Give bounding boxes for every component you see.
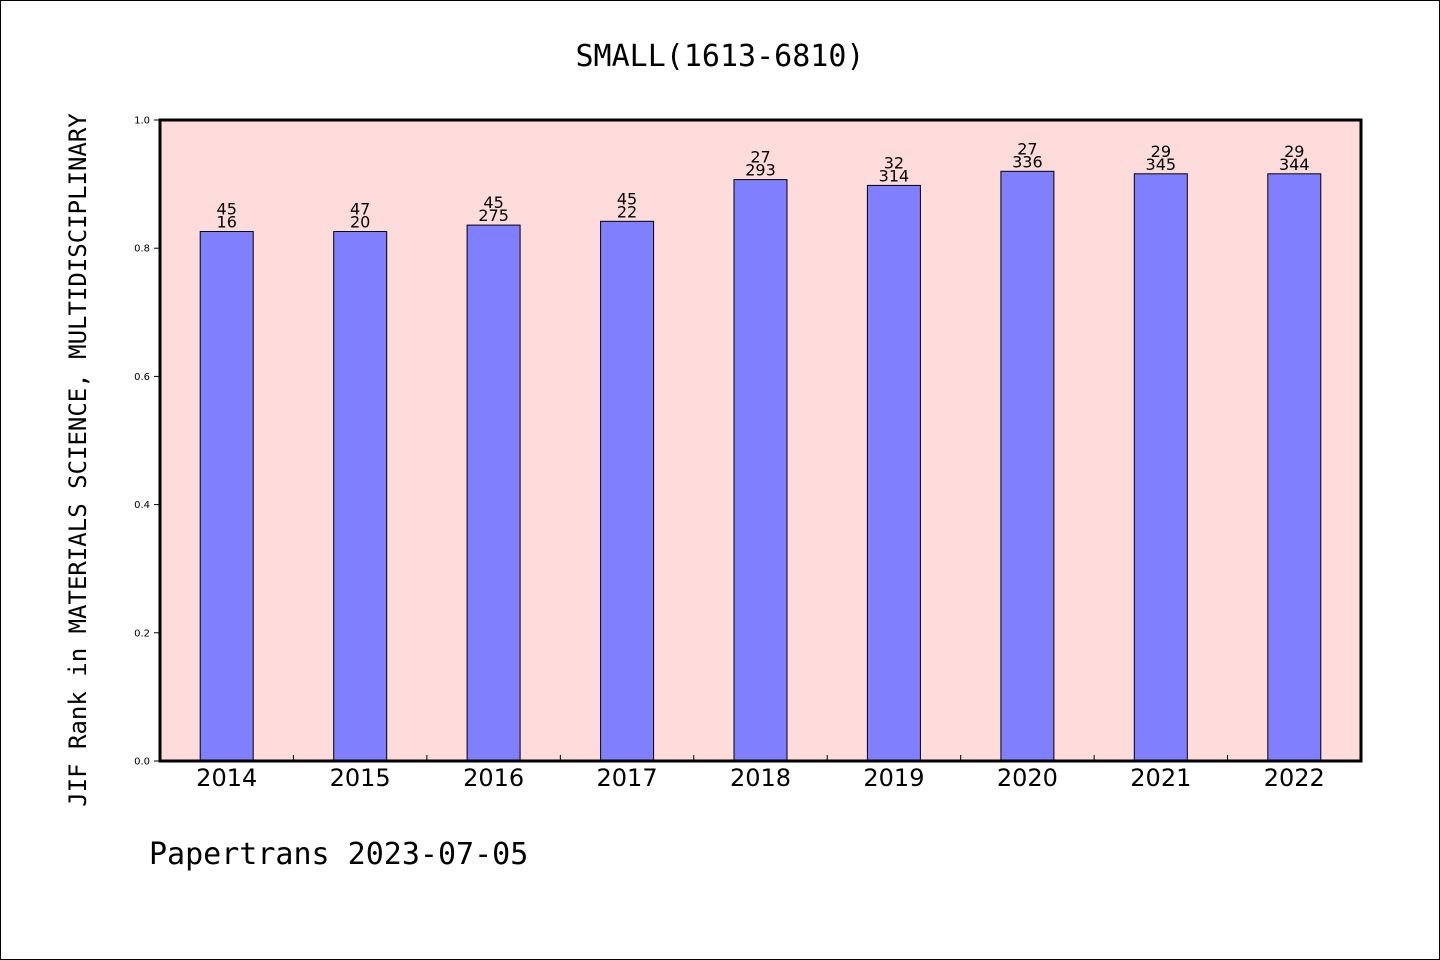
bar-label-top-2018: 27 xyxy=(750,148,770,167)
y-tick-label-0.6: 0.6 xyxy=(134,372,150,383)
x-tick-label-2019: 2019 xyxy=(863,764,924,792)
bar-label-bottom-2017: 22 xyxy=(617,202,637,221)
bar-label-bottom-2022: 344 xyxy=(1279,155,1310,174)
bar-label-bottom-2019: 314 xyxy=(879,166,910,185)
bar-label-top-2021: 29 xyxy=(1151,142,1171,161)
bar-label-top-2014: 45 xyxy=(217,200,237,219)
bar-2022 xyxy=(1267,173,1322,762)
x-tick-label-2022: 2022 xyxy=(1264,764,1325,792)
bar-label-bottom-2020: 336 xyxy=(1012,152,1043,171)
y-tick-label-0.0: 0.0 xyxy=(134,757,150,768)
bar-2017 xyxy=(600,220,655,762)
bar-2015 xyxy=(333,231,388,762)
x-tick-label-2020: 2020 xyxy=(997,764,1058,792)
bar-label-bottom-2015: 20 xyxy=(350,213,370,232)
bar-2016 xyxy=(466,224,521,762)
y-tick-label-0.2: 0.2 xyxy=(134,628,150,639)
bar-2018 xyxy=(733,179,788,762)
bar-label-top-2022: 29 xyxy=(1284,142,1304,161)
footer-text: Papertrans 2023-07-05 xyxy=(149,837,528,872)
x-tick-label-2015: 2015 xyxy=(330,764,391,792)
x-ticks-group: 2014 2015 2016 2017 2018 2019 2020 2021 2022 xyxy=(196,755,1325,792)
bar-label-top-2015: 47 xyxy=(350,200,370,219)
bar-label-bottom-2021: 345 xyxy=(1146,155,1177,174)
x-tick-label-2016: 2016 xyxy=(463,764,524,792)
bar-label-top-2020: 27 xyxy=(1017,139,1037,158)
bar-label-top-2017: 45 xyxy=(617,189,637,208)
y-axis-label: JIF Rank in MATERIALS SCIENCE, MULTIDISC… xyxy=(64,113,92,807)
x-tick-label-2017: 2017 xyxy=(597,764,658,792)
plot-border xyxy=(158,118,1363,763)
bar-2020 xyxy=(1000,170,1055,762)
y-tick-label-0.8: 0.8 xyxy=(134,244,150,255)
chart-title: SMALL(1613-6810) xyxy=(576,39,865,74)
bar-2014 xyxy=(199,231,254,762)
x-tick-label-2014: 2014 xyxy=(196,764,257,792)
bar-2021 xyxy=(1133,173,1188,762)
bar-label-bottom-2014: 16 xyxy=(217,213,237,232)
y-tick-label-0.4: 0.4 xyxy=(134,500,150,511)
bar-label-top-2016: 45 xyxy=(483,193,503,212)
bar-2019 xyxy=(866,184,921,762)
bars-group xyxy=(199,170,1322,762)
y-ticks-group: 0.0 0.2 0.4 0.6 0.8 1.0 xyxy=(134,116,160,768)
y-tick-label-1.0: 1.0 xyxy=(134,116,150,127)
bar-label-bottom-2016: 275 xyxy=(478,206,509,225)
x-tick-label-2018: 2018 xyxy=(730,764,791,792)
bar-label-bottom-2018: 293 xyxy=(745,161,776,180)
x-tick-label-2021: 2021 xyxy=(1130,764,1191,792)
bar-label-top-2019: 32 xyxy=(884,153,904,172)
